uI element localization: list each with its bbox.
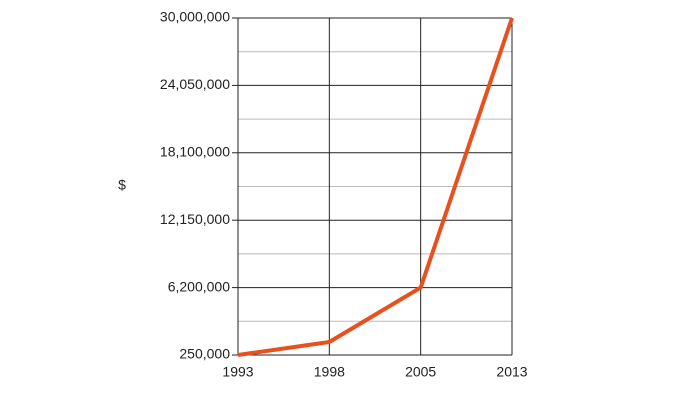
y-tick-label: 30,000,000: [160, 9, 230, 25]
line-series: [237, 17, 514, 357]
y-tick-label: 18,100,000: [160, 144, 230, 160]
x-tick-label: 1998: [314, 364, 345, 380]
x-tick-label: 1993: [222, 364, 253, 380]
x-tick-label: 2005: [405, 364, 436, 380]
x-tick-label: 2013: [496, 364, 527, 380]
y-tick-label: 6,200,000: [168, 278, 230, 294]
y-axis-label: $: [118, 177, 126, 193]
y-tick-label: 12,150,000: [160, 211, 230, 227]
y-tick-label: 24,050,000: [160, 76, 230, 92]
y-tick-label: 250,000: [179, 346, 230, 362]
